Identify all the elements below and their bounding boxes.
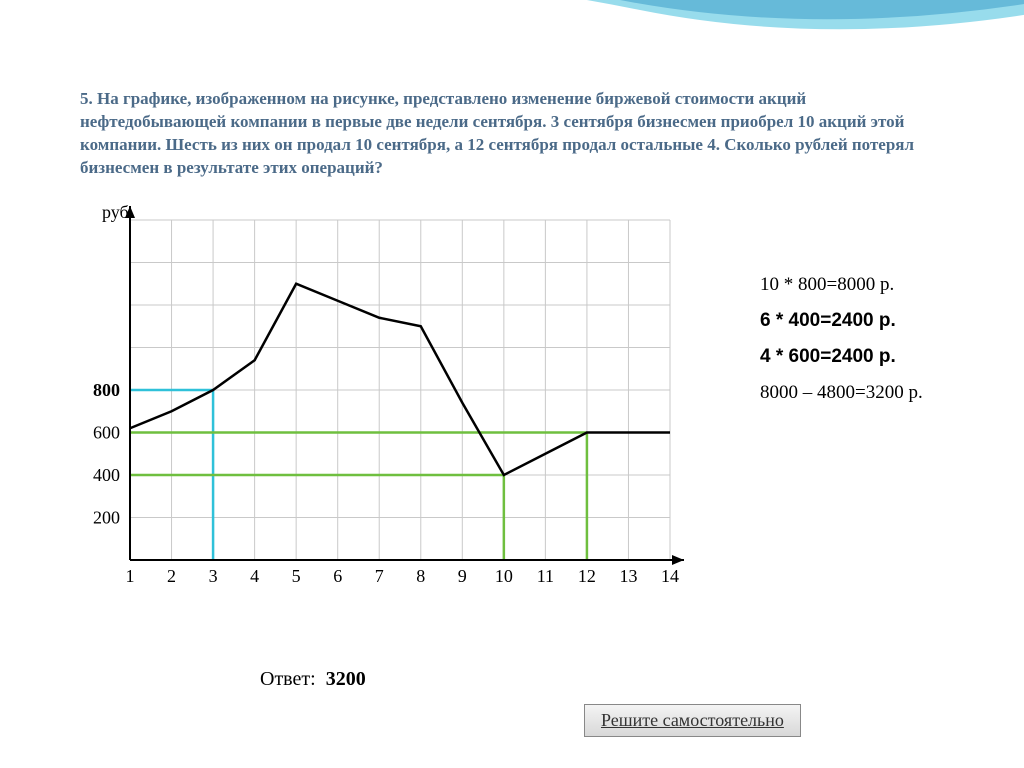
svg-text:8: 8 — [416, 566, 425, 586]
svg-text:11: 11 — [537, 566, 554, 586]
calculations-block: 10 * 800=8000 р. 6 * 400=2400 р. 4 * 600=2… — [760, 260, 1000, 418]
svg-text:200: 200 — [93, 508, 120, 528]
answer-label: Ответ: — [260, 668, 316, 690]
svg-text:3: 3 — [209, 566, 218, 586]
svg-text:1: 1 — [126, 566, 135, 586]
svg-text:2: 2 — [167, 566, 176, 586]
svg-text:6: 6 — [333, 566, 342, 586]
solve-yourself-button[interactable]: Решите самостоятельно — [584, 704, 801, 737]
answer-value: 3200 — [326, 668, 366, 690]
svg-text:5: 5 — [292, 566, 301, 586]
calculation-line: 10 * 800=8000 р. — [760, 274, 1000, 296]
svg-text:400: 400 — [93, 465, 120, 485]
svg-text:13: 13 — [619, 566, 637, 586]
svg-text:14: 14 — [661, 566, 679, 586]
svg-text:4: 4 — [250, 566, 259, 586]
svg-text:10: 10 — [495, 566, 513, 586]
calculation-line: 6 * 400=2400 р. — [760, 310, 1000, 332]
svg-text:12: 12 — [578, 566, 596, 586]
calculation-line: 8000 – 4800=3200 р. — [760, 382, 1000, 404]
svg-text:800: 800 — [93, 380, 120, 400]
svg-text:600: 600 — [93, 423, 120, 443]
svg-text:руб.: руб. — [102, 202, 133, 222]
stock-chart: руб.2004006008001234567891011121314 — [80, 200, 700, 620]
svg-text:7: 7 — [375, 566, 384, 586]
answer-line: Ответ: 3200 — [260, 668, 366, 691]
svg-text:9: 9 — [458, 566, 467, 586]
calculation-line: 4 * 600=2400 р. — [760, 346, 1000, 368]
problem-text: 5. На графике, изображенном на рисунке, … — [80, 88, 950, 180]
